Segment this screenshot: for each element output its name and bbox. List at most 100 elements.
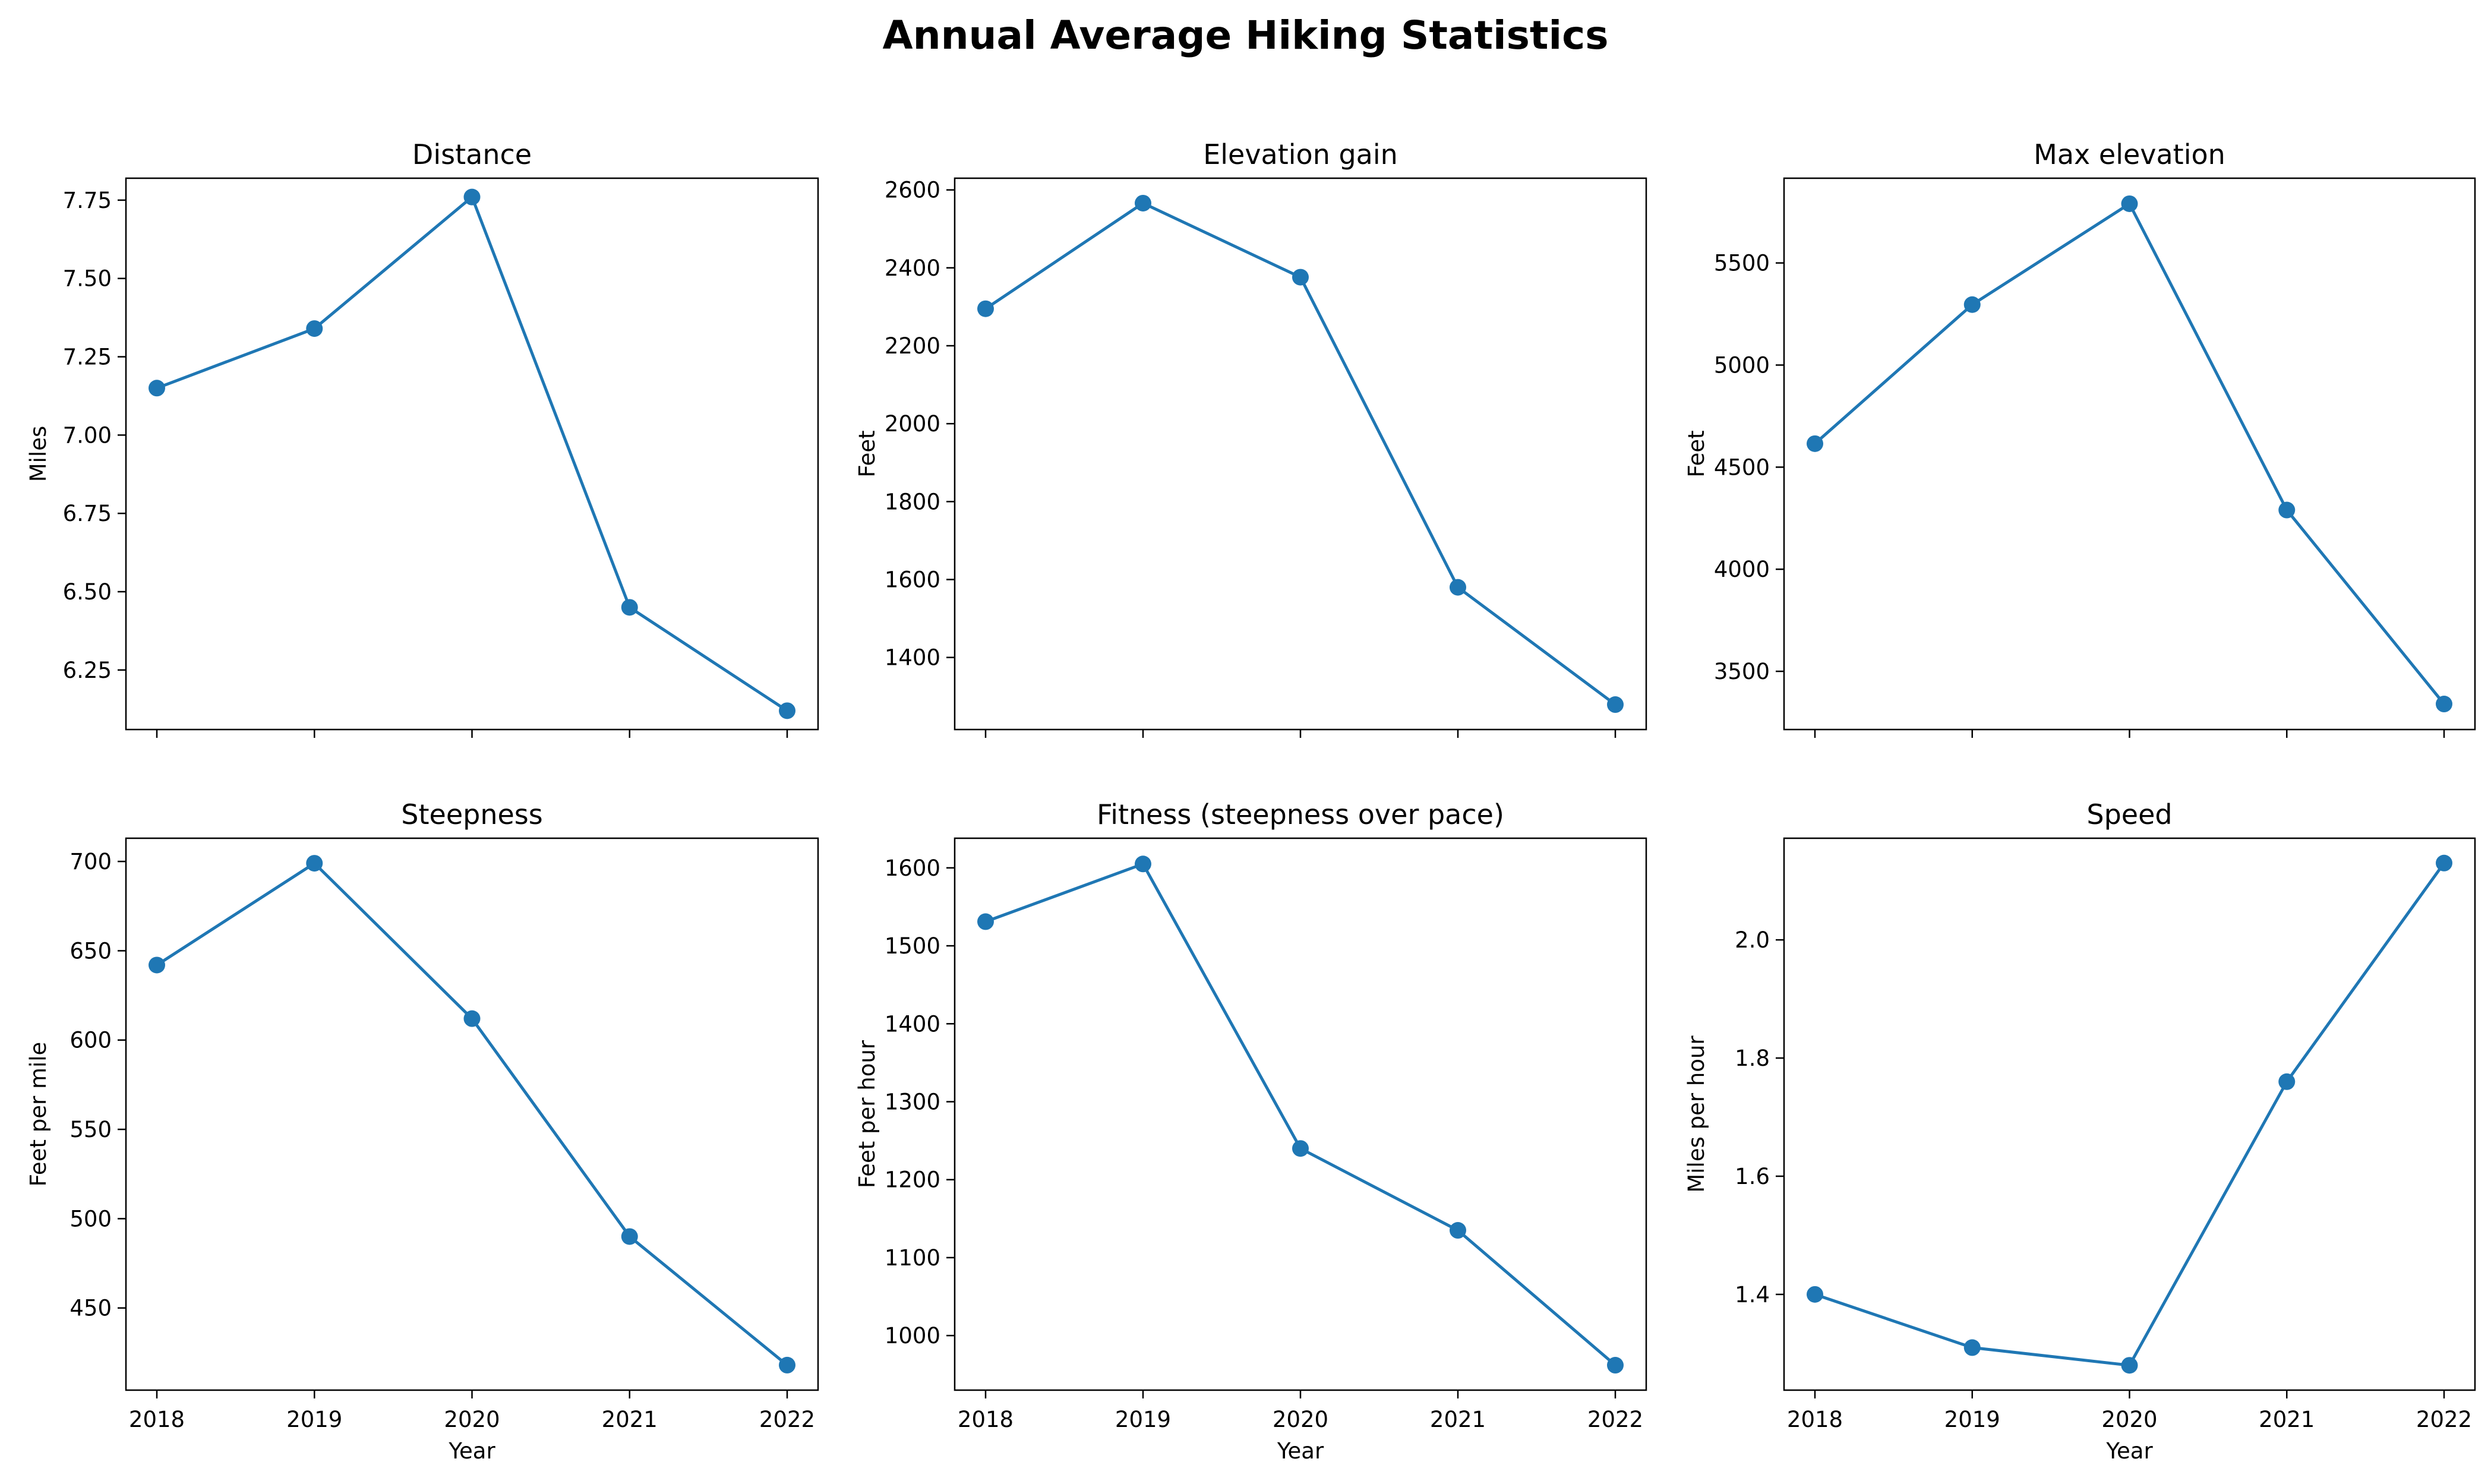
- y-tick-label: 1.8: [1735, 1046, 1770, 1071]
- data-point: [1135, 855, 1151, 873]
- y-tick-label: 4500: [1714, 454, 1770, 480]
- plot-frame: [954, 177, 1647, 731]
- y-tick-label: 550: [70, 1117, 112, 1142]
- panel-title: Distance: [412, 138, 532, 170]
- y-axis-label: Feet per mile: [26, 1042, 51, 1187]
- data-point: [463, 1010, 481, 1027]
- y-tick-label: 7.75: [63, 188, 112, 213]
- y-tick-label: 5000: [1714, 352, 1770, 378]
- y-tick-label: 2000: [885, 411, 940, 437]
- panel-title: Max elevation: [2034, 138, 2225, 170]
- y-tick-label: 2400: [885, 255, 940, 281]
- data-point: [1450, 1222, 1466, 1239]
- x-tick-label: 2021: [1430, 1407, 1486, 1432]
- chart-panel-3: Max elevation 3500 4000 4500 5000 5500 Feet: [1684, 138, 2476, 738]
- x-axis-label: Year: [448, 1438, 495, 1464]
- x-tick-label: 2018: [958, 1407, 1014, 1432]
- data-point: [306, 320, 323, 337]
- data-point: [2121, 195, 2138, 212]
- data-point: [1807, 1286, 1823, 1303]
- series-line: [156, 195, 788, 712]
- data-point: [1963, 296, 1981, 313]
- y-tick-label: 4000: [1714, 557, 1770, 582]
- y-tick-label: 6.25: [63, 658, 112, 683]
- panel-title: Elevation gain: [1203, 138, 1398, 170]
- data-point: [1963, 1339, 1981, 1356]
- data-point: [1292, 269, 1309, 286]
- series-line: [1814, 202, 2445, 705]
- chart-panel-2: Elevation gain 1400 1600 1800 2000 2200 2400 26…: [854, 138, 1647, 738]
- y-tick-label: 2.0: [1735, 927, 1770, 953]
- y-tick-label: 700: [70, 849, 112, 874]
- plot-frame: [125, 837, 819, 1391]
- data-point: [1807, 435, 1823, 452]
- y-tick-label: 1.4: [1735, 1282, 1770, 1308]
- chart-panel-5: Fitness (steepness over pace) 1000 1100 120…: [854, 798, 1647, 1464]
- chart-panel-1: Distance 6.25 6.50 6.75 7.00 7.25 7.50 7.75 Mile…: [26, 138, 819, 738]
- series-line: [156, 861, 788, 1366]
- x-tick-label: 2018: [1787, 1407, 1843, 1432]
- data-point: [2436, 696, 2452, 713]
- panel-title: Fitness (steepness over pace): [1097, 798, 1504, 831]
- data-point: [621, 1228, 638, 1245]
- x-tick-label: 2022: [759, 1407, 815, 1432]
- y-tick-label: 1300: [885, 1090, 940, 1115]
- panel-title: Steepness: [401, 798, 542, 831]
- data-point: [149, 956, 165, 974]
- y-tick-label: 600: [70, 1028, 112, 1053]
- data-point: [2278, 1073, 2296, 1090]
- chart-panel-6: Speed 1.4 1.6 1.8 2.0 2018 2019 2020 2021 2022 Mil…: [1684, 798, 2476, 1464]
- data-point: [977, 300, 994, 317]
- y-tick-label: 1.6: [1735, 1164, 1770, 1189]
- x-tick-label: 2020: [1273, 1407, 1328, 1432]
- y-tick-label: 1400: [885, 645, 940, 671]
- data-point: [977, 913, 994, 930]
- y-tick-label: 1200: [885, 1167, 940, 1193]
- data-point: [2436, 854, 2452, 872]
- data-point: [2121, 1357, 2138, 1374]
- data-point: [1607, 1357, 1624, 1374]
- x-tick-label: 2019: [286, 1407, 342, 1432]
- x-tick-label: 2022: [2416, 1407, 2472, 1432]
- y-tick-label: 650: [70, 938, 112, 964]
- y-tick-label: 1100: [885, 1245, 940, 1271]
- y-tick-label: 2600: [885, 178, 940, 203]
- data-point: [149, 380, 165, 397]
- data-point: [1450, 579, 1466, 596]
- data-point: [1292, 1140, 1309, 1157]
- plot-frame: [1783, 177, 2476, 731]
- series-line: [985, 862, 1617, 1366]
- y-axis-label: Feet per hour: [854, 1040, 880, 1188]
- x-tick-label: 2022: [1587, 1407, 1643, 1432]
- x-tick-label: 2020: [444, 1407, 500, 1432]
- y-tick-label: 450: [70, 1296, 112, 1321]
- plot-frame: [954, 837, 1647, 1391]
- series-line: [1814, 862, 2446, 1367]
- x-tick-label: 2020: [2101, 1407, 2157, 1432]
- y-axis-label: Miles: [26, 426, 51, 482]
- y-tick-label: 1500: [885, 933, 940, 959]
- chart-panel-4: Steepness 450 500 550 600 650 700 2018 2019 2020 2…: [26, 798, 819, 1464]
- x-tick-label: 2021: [2259, 1407, 2315, 1432]
- data-point: [306, 855, 323, 872]
- data-point: [1135, 194, 1151, 211]
- data-point: [463, 188, 481, 206]
- x-axis-label: Year: [2105, 1438, 2153, 1464]
- y-tick-label: 6.75: [63, 501, 112, 526]
- plot-frame: [125, 177, 819, 731]
- data-point: [1607, 696, 1624, 713]
- y-axis-label: Miles per hour: [1684, 1035, 1709, 1193]
- data-point: [2278, 501, 2296, 519]
- x-tick-label: 2019: [1944, 1407, 2000, 1432]
- x-tick-label: 2021: [602, 1407, 658, 1432]
- y-tick-label: 1600: [885, 567, 940, 593]
- y-tick-label: 2200: [885, 333, 940, 359]
- y-tick-label: 7.25: [63, 345, 112, 370]
- y-tick-label: 1600: [885, 855, 940, 881]
- y-tick-label: 3500: [1714, 659, 1770, 684]
- y-tick-label: 500: [70, 1206, 112, 1232]
- panel-title: Speed: [2086, 798, 2172, 831]
- x-tick-label: 2018: [129, 1407, 185, 1432]
- y-axis-label: Feet: [1684, 430, 1709, 477]
